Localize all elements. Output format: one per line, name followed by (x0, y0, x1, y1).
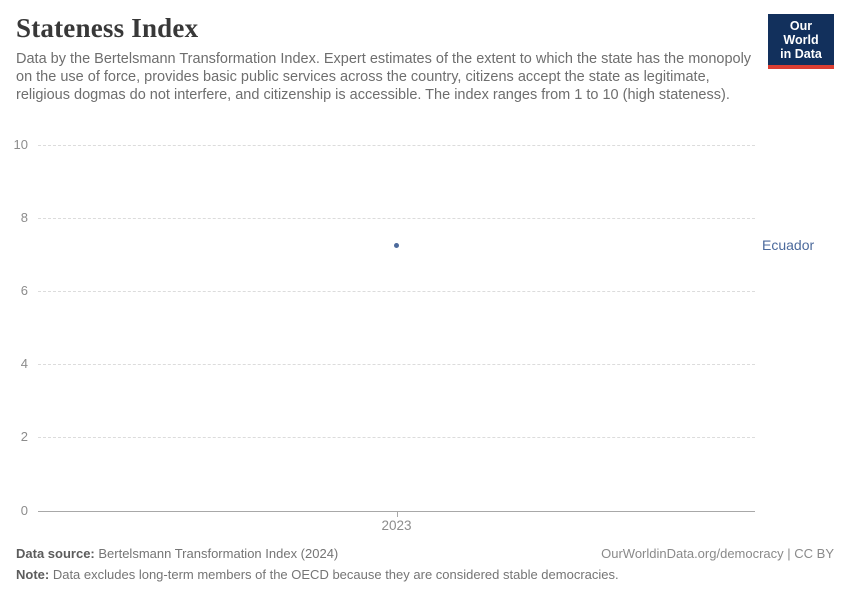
data-point-ecuador[interactable] (394, 242, 399, 248)
gridline (38, 437, 755, 439)
gridline (38, 364, 755, 366)
note-label: Note: (16, 567, 50, 582)
entity-label-ecuador[interactable]: Ecuador (762, 237, 815, 254)
y-axis-tick-label: 2 (20, 429, 28, 445)
x-axis-tick-label: 2023 (381, 517, 412, 533)
page-title: Stateness Index (16, 13, 199, 43)
data-source-label: Data source: (16, 546, 95, 561)
data-source-text: Bertelsmann Transformation Index (2024) (94, 546, 339, 561)
y-axis-tick-label: 8 (20, 209, 28, 225)
y-axis-tick-label: 6 (20, 282, 28, 298)
chart-note: Note: Data excludes long-term members of… (16, 567, 716, 583)
y-axis-tick-label: 10 (13, 136, 28, 152)
gridline (38, 217, 755, 219)
note-text: Data excludes long-term members of the O… (49, 567, 619, 582)
gridline (38, 144, 755, 146)
owid-logo[interactable]: Our World in Data (768, 14, 834, 69)
owid-logo-line1: Our World (783, 19, 819, 47)
owid-logo-line2: in Data (780, 47, 822, 61)
chart-subtitle: Data by the Bertelsmann Transformation I… (16, 51, 752, 103)
footer-row: Data source: Bertelsmann Transformation … (16, 546, 834, 562)
y-axis-tick-label: 0 (20, 502, 28, 518)
y-axis-tick-label: 4 (20, 356, 28, 372)
data-source: Data source: Bertelsmann Transformation … (16, 546, 338, 562)
owid-license-link[interactable]: OurWorldinData.org/democracy | CC BY (601, 546, 834, 561)
x-axis-tick-mark (396, 510, 398, 517)
gridline (38, 290, 755, 292)
